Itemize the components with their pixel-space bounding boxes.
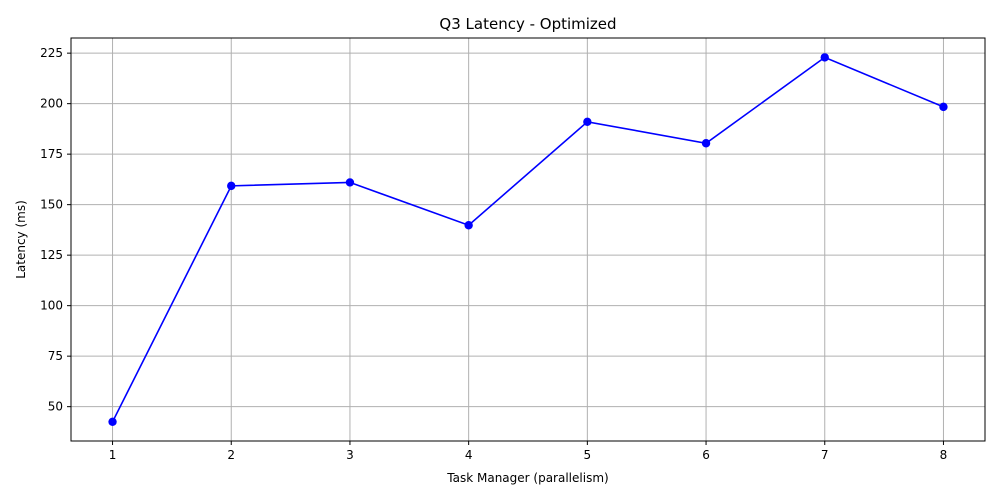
y-tick-label: 125 bbox=[40, 248, 63, 262]
x-tick-label: 6 bbox=[702, 448, 710, 462]
x-axis-label: Task Manager (parallelism) bbox=[446, 471, 608, 485]
data-point bbox=[820, 53, 829, 62]
x-tick-label: 8 bbox=[940, 448, 948, 462]
y-tick-label: 175 bbox=[40, 147, 63, 161]
plot-frame bbox=[70, 37, 986, 442]
chart-title: Q3 Latency - Optimized bbox=[439, 15, 616, 33]
y-tick-label: 100 bbox=[40, 299, 63, 313]
data-point bbox=[701, 139, 711, 148]
series-line bbox=[111, 56, 944, 423]
x-tick-label: 7 bbox=[821, 448, 829, 462]
x-tick-label: 5 bbox=[584, 448, 592, 462]
data-point bbox=[939, 102, 948, 112]
data-point bbox=[345, 178, 355, 187]
y-tick-label: 150 bbox=[40, 198, 63, 212]
grid bbox=[71, 38, 985, 441]
x-tick-label: 3 bbox=[346, 448, 354, 462]
series bbox=[108, 53, 948, 427]
y-tick-label: 200 bbox=[40, 97, 63, 111]
axis-ticks: 1 2 3 4 5 6 7 8 50 75 100 125 150 175 200 225 bbox=[40, 46, 947, 462]
y-tick-label: 225 bbox=[40, 46, 63, 60]
data-point bbox=[227, 181, 236, 191]
data-point bbox=[583, 117, 592, 127]
y-axis-label: Latency (ms) bbox=[14, 200, 28, 279]
x-tick-label: 2 bbox=[227, 448, 235, 462]
x-tick-label: 1 bbox=[109, 448, 117, 462]
data-point bbox=[108, 417, 117, 427]
data-point bbox=[464, 221, 473, 230]
x-tick-label: 4 bbox=[465, 448, 473, 462]
y-tick-label: 50 bbox=[48, 400, 63, 414]
y-tick-label: 75 bbox=[48, 349, 63, 363]
